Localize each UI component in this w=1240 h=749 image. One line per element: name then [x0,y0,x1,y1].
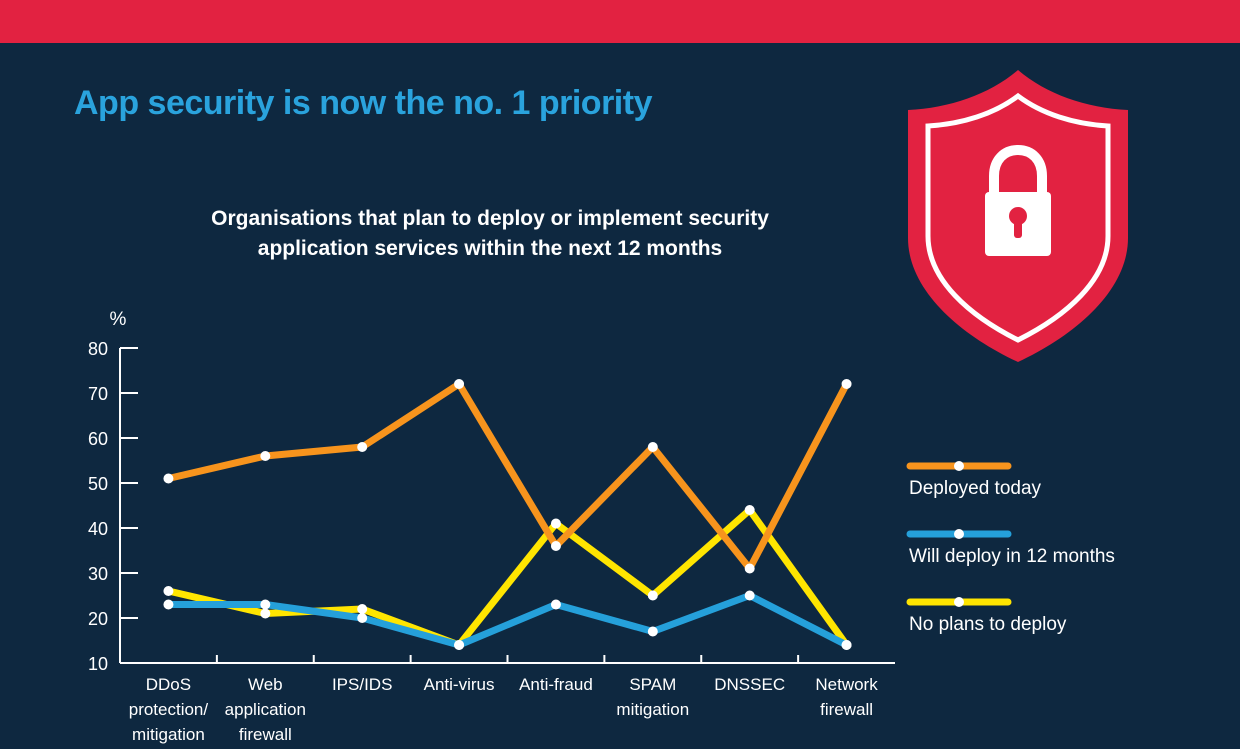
data-point [550,518,561,529]
x-tick-label: SPAM mitigation [616,675,689,719]
y-tick-label: 20 [88,609,108,629]
legend-label: Deployed today [909,478,1042,499]
legend-marker [954,461,964,471]
data-point [163,473,174,484]
data-point [744,563,755,574]
y-tick-label: 30 [88,564,108,584]
y-tick-label: 10 [88,654,108,674]
data-point [163,599,174,610]
page-title: App security is now the no. 1 priority [74,84,652,122]
y-tick-label: 60 [88,429,108,449]
series-line [164,592,851,649]
legend-label: No plans to deploy [909,614,1067,635]
chart-title-line-1: Organisations that plan to deploy or imp… [211,207,769,230]
data-point [357,442,368,452]
y-tick-label: 50 [88,474,108,494]
data-point [744,505,755,515]
y-axis-label: % [110,309,127,330]
y-tick-label: 80 [88,339,108,359]
x-tick-label: Web application firewall [225,675,306,744]
series-line [164,506,851,649]
data-point [647,626,658,637]
data-point [841,640,852,650]
data-point [357,613,368,623]
legend-marker [954,597,964,607]
y-tick-label: 40 [88,519,108,539]
data-point [260,451,271,461]
data-point [647,442,658,452]
data-point [163,586,174,596]
data-point [260,608,271,619]
data-point [550,599,561,610]
data-point [454,379,465,389]
x-tick-label: DNSSEC [714,675,785,694]
x-tick-label: IPS/IDS [332,675,392,694]
chart-title-line-2: application services within the next 12 … [257,237,723,260]
x-tick-label: Anti-virus [424,675,495,694]
data-point [260,599,271,610]
chart-title: Organisations that plan to deploy or imp… [150,204,830,264]
data-point [357,604,368,614]
series-line [164,380,851,572]
legend-label: Will deploy in 12 months [909,546,1115,567]
legend-marker [954,529,964,539]
data-point [647,590,658,601]
data-point [550,541,561,551]
data-point [454,640,465,650]
x-tick-label: Network firewall [815,675,878,719]
data-point [744,590,755,601]
x-tick-label: DDoS protection/mitigation [129,675,209,744]
y-tick-label: 70 [88,384,108,404]
top-banner [0,0,1240,43]
data-point [841,379,852,389]
x-tick-label: Anti-fraud [519,675,593,694]
